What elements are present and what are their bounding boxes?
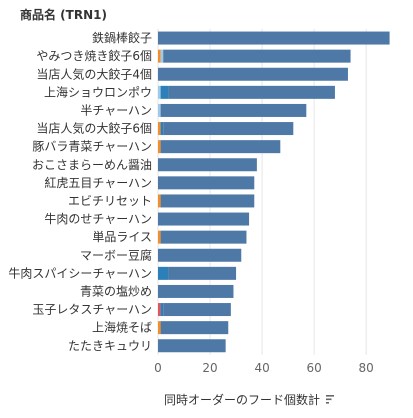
grid-lines xyxy=(157,29,367,355)
bars xyxy=(158,31,390,353)
bar-segment[interactable] xyxy=(158,284,234,298)
bar-segment[interactable] xyxy=(158,176,255,190)
bar-segment[interactable] xyxy=(158,158,257,172)
category-label: やみつき焼き餃子6個 xyxy=(36,48,152,63)
bar-segment[interactable] xyxy=(160,321,229,335)
bar-segment[interactable] xyxy=(158,194,161,208)
sort-descending-icon[interactable] xyxy=(326,395,334,404)
bar-segment[interactable] xyxy=(158,31,390,45)
bar-segment[interactable] xyxy=(158,212,250,226)
x-tick-labels: 0 20 40 60 80 xyxy=(154,361,374,375)
bar-segment[interactable] xyxy=(160,85,169,99)
category-label: 青菜の塩炒め xyxy=(80,283,152,298)
bar-segment[interactable] xyxy=(163,122,294,136)
category-label: 当店人気の大餃子6個 xyxy=(36,121,152,136)
category-label: 上海ショウロンポウ xyxy=(44,84,152,99)
category-label: おこさまらーめん醤油 xyxy=(32,157,152,172)
category-label: 紅虎五目チャーハン xyxy=(44,176,152,190)
x-tick-label: 80 xyxy=(359,361,374,375)
bar-segment[interactable] xyxy=(160,303,164,317)
category-label: 鉄鍋棒餃子 xyxy=(92,30,152,45)
bar-segment[interactable] xyxy=(168,266,237,280)
bar-segment[interactable] xyxy=(158,49,161,63)
bar-segment[interactable] xyxy=(158,230,161,244)
bar-segment[interactable] xyxy=(158,67,348,81)
category-label: エビチリセット xyxy=(68,194,152,208)
bar-segment[interactable] xyxy=(160,103,307,117)
category-label: 上海焼そば xyxy=(92,320,152,335)
bar-segment[interactable] xyxy=(158,248,242,262)
category-label: 牛肉スパイシーチャーハン xyxy=(8,265,152,280)
bar-segment[interactable] xyxy=(160,194,255,208)
x-tick-label: 0 xyxy=(154,361,162,375)
x-tick-label: 20 xyxy=(202,361,217,375)
category-label: 単品ライス xyxy=(92,230,152,244)
x-tick-label: 60 xyxy=(306,361,321,375)
category-label: 当店人気の大餃子4個 xyxy=(36,66,152,81)
row-header: 商品名 (TRN1) xyxy=(20,7,107,22)
x-tick-label: 40 xyxy=(254,361,269,375)
category-label: 玉子レタスチャーハン xyxy=(32,303,152,317)
category-labels: 鉄鍋棒餃子やみつき焼き餃子6個当店人気の大餃子4個上海ショウロンポウ半チャーハン… xyxy=(8,30,152,353)
x-axis-title: 同時オーダーのフード個数計 xyxy=(164,392,320,407)
category-label: マーボー豆腐 xyxy=(80,247,152,262)
bar-segment[interactable] xyxy=(160,230,247,244)
category-label: 豚バラ青菜チャーハン xyxy=(32,140,152,154)
bar-segment[interactable] xyxy=(168,85,335,99)
bar-segment[interactable] xyxy=(158,85,161,99)
bar-segment[interactable] xyxy=(158,140,161,154)
bar-segment[interactable] xyxy=(158,339,226,353)
bar-segment[interactable] xyxy=(160,49,164,63)
category-label: 半チャーハン xyxy=(80,103,152,117)
bar-segment[interactable] xyxy=(160,140,281,154)
bar-segment[interactable] xyxy=(163,49,351,63)
bar-segment[interactable] xyxy=(160,122,164,136)
bar-segment[interactable] xyxy=(158,321,161,335)
category-label: 牛肉のせチャーハン xyxy=(44,211,152,226)
bar-segment[interactable] xyxy=(158,303,161,317)
category-label: たたきキュウリ xyxy=(68,339,152,353)
bar-segment[interactable] xyxy=(158,122,161,136)
bar-segment[interactable] xyxy=(163,303,231,317)
bar-segment[interactable] xyxy=(158,103,161,117)
bar-segment[interactable] xyxy=(158,266,169,280)
